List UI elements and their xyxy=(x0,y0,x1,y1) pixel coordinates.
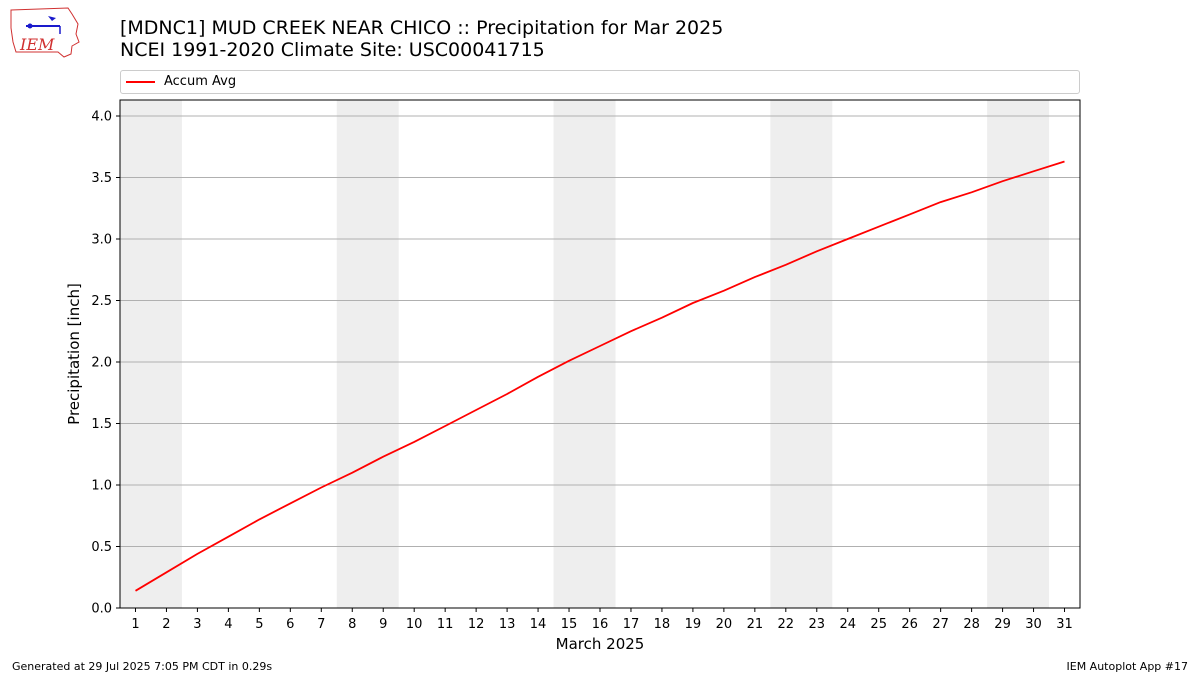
series-layer xyxy=(135,160,1065,592)
weekend-band-1 xyxy=(120,100,182,608)
x-tick-label: 9 xyxy=(379,617,387,632)
x-tick-label: 21 xyxy=(747,617,764,632)
x-tick-label: 19 xyxy=(685,617,702,632)
footer-app-label: IEM Autoplot App #17 xyxy=(1066,660,1189,673)
x-tick-label: 28 xyxy=(963,617,980,632)
logo-weather-flag xyxy=(48,16,56,21)
x-tick-label: 26 xyxy=(901,617,918,632)
iem-logo-graphic: IEM xyxy=(10,7,80,58)
x-tick-label: 7 xyxy=(317,617,325,632)
x-tick-label: 16 xyxy=(592,617,609,632)
x-tick-label: 31 xyxy=(1056,617,1073,632)
y-axis-label: Precipitation [inch] xyxy=(65,283,83,425)
x-tick-label: 8 xyxy=(348,617,356,632)
chart-legend: Accum Avg xyxy=(120,70,1080,94)
x-tick-label: 11 xyxy=(437,617,454,632)
weekend-band-2 xyxy=(336,100,399,608)
x-axis-ticks: 1 2 3 4 5 6 7 8 9 10 11 12 13 14 15 16 17 18 19 20 21 22 23 24 2… xyxy=(131,608,1073,632)
x-tick-label: 25 xyxy=(870,617,887,632)
x-tick-label: 13 xyxy=(499,617,516,632)
y-tick-label: 0.5 xyxy=(91,540,112,555)
x-tick-label: 30 xyxy=(1025,617,1042,632)
legend-swatch-accum-avg xyxy=(126,81,155,83)
grid-lines xyxy=(120,115,1080,547)
x-tick-label: 2 xyxy=(162,617,170,632)
x-tick-label: 23 xyxy=(809,617,826,632)
y-tick-label: 1.5 xyxy=(91,417,112,432)
x-tick-label: 5 xyxy=(255,617,263,632)
x-tick-label: 12 xyxy=(468,617,485,632)
x-tick-label: 4 xyxy=(224,617,232,632)
footer-generated-text: Generated at 29 Jul 2025 7:05 PM CDT in … xyxy=(12,660,273,673)
iem-logo: IEM xyxy=(8,6,80,58)
logo-state-outline xyxy=(10,7,80,58)
weekend-band-4 xyxy=(770,100,833,608)
x-tick-label: 22 xyxy=(778,617,795,632)
x-tick-label: 27 xyxy=(932,617,949,632)
x-tick-label: 14 xyxy=(530,617,547,632)
x-tick-label: 15 xyxy=(561,617,578,632)
logo-text: IEM xyxy=(19,35,55,54)
y-tick-label: 3.5 xyxy=(91,171,112,186)
chart-subtitle: NCEI 1991-2020 Climate Site: USC00041715 xyxy=(120,39,545,61)
x-tick-label: 6 xyxy=(286,617,294,632)
y-tick-label: 2.5 xyxy=(91,294,112,309)
y-tick-label: 2.0 xyxy=(91,355,112,370)
x-tick-label: 3 xyxy=(193,617,201,632)
chart-title: [MDNC1] MUD CREEK NEAR CHICO :: Precipit… xyxy=(120,17,724,39)
legend-label-accum-avg: Accum Avg xyxy=(164,74,237,89)
y-tick-label: 1.0 xyxy=(91,478,112,493)
weekend-bands xyxy=(120,100,1050,608)
x-tick-label: 24 xyxy=(839,617,856,632)
y-tick-label: 4.0 xyxy=(91,109,112,124)
x-tick-label: 17 xyxy=(623,617,640,632)
y-tick-label: 0.0 xyxy=(91,602,112,617)
logo-weather-dot xyxy=(27,23,33,29)
x-tick-label: 1 xyxy=(131,617,139,632)
weekend-band-5 xyxy=(987,100,1050,608)
x-tick-label: 29 xyxy=(994,617,1011,632)
series-line-accum-avg xyxy=(135,160,1065,592)
x-axis-label: March 2025 xyxy=(556,635,645,653)
y-axis-ticks: 0.0 0.5 1.0 1.5 2.0 2.5 3.0 3.5 4.0 xyxy=(91,109,120,617)
x-tick-label: 18 xyxy=(654,617,671,632)
x-tick-label: 20 xyxy=(716,617,733,632)
y-tick-label: 3.0 xyxy=(91,232,112,247)
x-tick-label: 10 xyxy=(406,617,423,632)
